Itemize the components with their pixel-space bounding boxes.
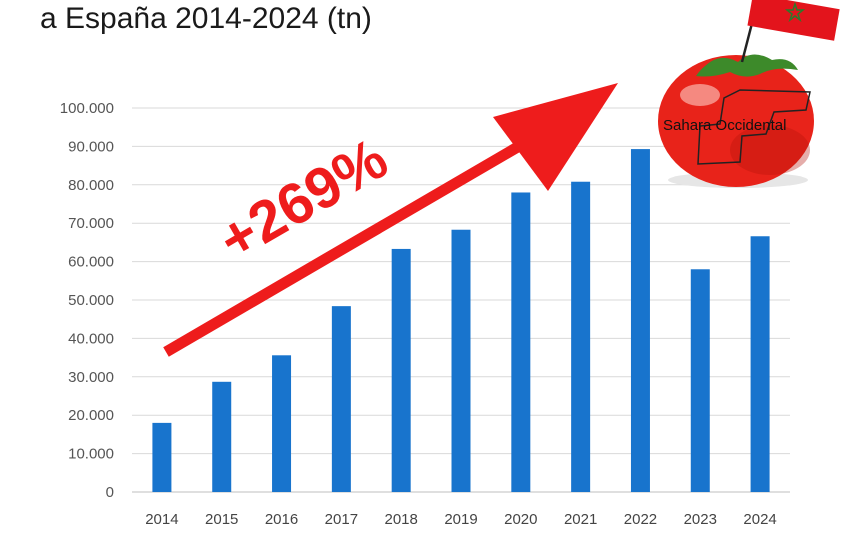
tomato-label: Sahara Occidental <box>663 117 786 134</box>
bar-2023 <box>690 269 710 492</box>
flag-star <box>784 1 806 23</box>
y-tick-label: 50.000 <box>68 292 114 309</box>
bar-2020 <box>511 192 531 493</box>
bar-2019 <box>451 229 471 492</box>
y-tick-label: 70.000 <box>68 215 114 232</box>
x-tick-label: 2015 <box>205 511 238 528</box>
y-tick-label: 100.000 <box>60 100 114 117</box>
x-tick-label: 2022 <box>624 511 657 528</box>
bar-2015 <box>212 381 232 492</box>
y-tick-label: 0 <box>106 484 114 501</box>
bar-2022 <box>630 149 650 492</box>
y-tick-label: 60.000 <box>68 254 114 271</box>
y-tick-label: 30.000 <box>68 369 114 386</box>
x-tick-label: 2018 <box>384 511 417 528</box>
x-axis-ticks: 2014 2015 2016 2017 2018 2019 2020 2021 2022 2023… <box>145 511 777 528</box>
x-tick-label: 2017 <box>325 511 358 528</box>
bar-2018 <box>391 248 411 492</box>
bar-2016 <box>272 355 292 492</box>
tomato-illustration: Sahara Occidental <box>658 0 840 188</box>
bar-2021 <box>571 181 591 492</box>
x-tick-label: 2016 <box>265 511 298 528</box>
arrow-shaft <box>163 129 543 357</box>
x-tick-label: 2019 <box>444 511 477 528</box>
growth-annotation: +269% <box>208 126 398 273</box>
tomato-shade <box>730 125 810 175</box>
x-tick-label: 2020 <box>504 511 537 528</box>
bars <box>152 149 770 493</box>
arrow-head <box>493 83 618 191</box>
growth-arrow <box>163 83 618 357</box>
x-tick-label: 2024 <box>743 511 776 528</box>
y-tick-label: 40.000 <box>68 330 114 347</box>
x-tick-label: 2023 <box>684 511 717 528</box>
bar-2014 <box>152 422 172 492</box>
tomato-leaves <box>696 54 798 77</box>
tomato-highlight <box>680 84 720 106</box>
y-tick-label: 20.000 <box>68 407 114 424</box>
bar-2017 <box>331 306 351 492</box>
y-tick-label: 90.000 <box>68 138 114 155</box>
y-tick-label: 10.000 <box>68 446 114 463</box>
sahara-map-outline <box>697 89 811 165</box>
x-tick-label: 2014 <box>145 511 178 528</box>
bar-2024 <box>750 236 770 492</box>
x-tick-label: 2021 <box>564 511 597 528</box>
page-title: a España 2014-2024 (tn) <box>40 2 372 35</box>
y-axis-ticks: 0 10.000 20.000 30.000 40.000 50.000 60.000 70.… <box>60 100 114 501</box>
y-tick-label: 80.000 <box>68 177 114 194</box>
